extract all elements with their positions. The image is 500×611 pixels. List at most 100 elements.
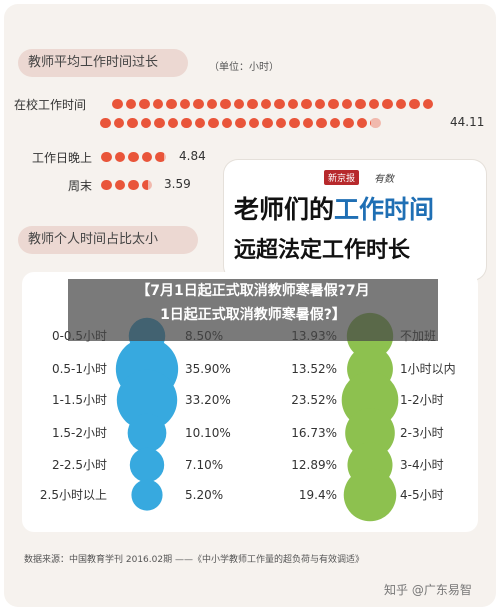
blue-value-label: 7.10%	[185, 458, 223, 472]
hour-dot	[181, 117, 192, 129]
hour-dot	[287, 98, 298, 110]
hour-dot	[221, 117, 232, 129]
source-note: 数据来源：中国教育学刊 2016.02期 ——《中小学教师工作量的超负荷与有效调…	[24, 555, 364, 565]
green-category-label: 3-4小时	[400, 458, 444, 472]
hour-dot	[112, 98, 123, 110]
blue-value-label: 5.20%	[185, 488, 223, 502]
news-brand-logo: 新京报	[324, 170, 360, 185]
blue-bubble	[116, 369, 178, 431]
hour-dot	[355, 98, 366, 110]
infographic: 教师平均工作时间过长 （单位：小时） 在校工作时间 44.11 工作日晚上 4.…	[4, 4, 496, 607]
hour-dot	[233, 98, 244, 110]
green-category-label: 4-5小时	[400, 488, 444, 502]
hour-dot	[125, 98, 136, 110]
hour-dot	[167, 117, 178, 129]
blue-bubble	[127, 413, 167, 453]
green-value-label: 12.89%	[291, 458, 337, 472]
green-category-label: 1小时以内	[400, 362, 456, 376]
headline-pre: 老师们的	[234, 195, 335, 224]
hour-dot	[114, 179, 125, 191]
hour-dot	[220, 98, 231, 110]
hour-dot	[329, 117, 340, 129]
hour-dot	[114, 151, 125, 163]
hour-dot	[356, 117, 367, 129]
hour-dot	[274, 98, 285, 110]
headline-card: 新京报 有数 老师们的工作时间 远超法定工作时长	[224, 160, 486, 280]
row-label-weekday-evening: 工作日晚上	[32, 151, 93, 165]
value-school-hours: 44.11	[450, 115, 485, 129]
hour-dot-partial	[155, 151, 166, 163]
hour-dot	[235, 117, 246, 129]
headline-line2: 远超法定工作时长	[234, 238, 411, 263]
dot-row-school-hours-1	[112, 98, 436, 110]
blue-value-label: 10.10%	[185, 426, 231, 440]
hour-dot	[248, 117, 259, 129]
hour-dot	[141, 151, 152, 163]
hour-dot	[208, 117, 219, 129]
hour-dot	[289, 117, 300, 129]
value-weekend: 3.59	[164, 177, 191, 191]
hour-dot	[302, 117, 313, 129]
value-weekday-evening: 4.84	[179, 149, 206, 163]
headline-line1: 老师们的工作时间	[234, 190, 434, 226]
hour-dot	[422, 98, 433, 110]
hour-dot	[193, 98, 204, 110]
headline-highlight: 工作时间	[334, 195, 435, 224]
hour-dot	[382, 98, 393, 110]
green-value-label: 16.73%	[291, 426, 337, 440]
green-value-label: 13.52%	[291, 362, 337, 376]
section-title-work-hours: 教师平均工作时间过长	[18, 49, 188, 77]
dot-row-school-hours-2	[100, 117, 384, 129]
row-label-school-hours: 在校工作时间	[14, 98, 87, 112]
blue-category-label: 2-2.5小时	[52, 458, 107, 472]
watermark-credit: 知乎 @广东易智	[384, 583, 472, 597]
hour-dot	[395, 98, 406, 110]
hour-dot	[260, 98, 271, 110]
green-bubble	[345, 408, 395, 458]
overlay-line2: 1日起正式取消教师寒暑假?】	[160, 307, 346, 323]
section-title-personal-time: 教师个人时间占比太小	[18, 226, 198, 254]
hour-dot	[262, 117, 273, 129]
blue-category-label: 0.5-1小时	[52, 362, 107, 376]
green-category-label: 1-2小时	[400, 393, 444, 407]
hour-dot	[113, 117, 124, 129]
hour-dot-partial	[370, 117, 381, 129]
row-label-weekend: 周末	[68, 179, 93, 193]
hour-dot	[152, 98, 163, 110]
title-overlay-banner: 【7月1日起正式取消教师寒暑假?7月 1日起正式取消教师寒暑假?】	[68, 279, 438, 341]
green-bubble	[343, 468, 397, 522]
hour-dot	[140, 117, 151, 129]
unit-label: （单位：小时）	[209, 62, 279, 73]
hour-dot	[343, 117, 354, 129]
news-brand-secondary: 有数	[374, 174, 394, 185]
hour-dot	[301, 98, 312, 110]
hour-dot	[194, 117, 205, 129]
green-category-label: 2-3小时	[400, 426, 444, 440]
hour-dot	[139, 98, 150, 110]
blue-value-label: 33.20%	[185, 393, 231, 407]
hour-dot	[275, 117, 286, 129]
blue-category-label: 1.5-2小时	[52, 426, 107, 440]
hour-dot	[409, 98, 420, 110]
hour-dot	[100, 117, 111, 129]
hour-dot	[127, 117, 138, 129]
green-value-label: 23.52%	[291, 393, 337, 407]
blue-bubble	[131, 479, 163, 511]
dot-row-weekday-evening	[101, 151, 169, 163]
hour-dot	[368, 98, 379, 110]
hour-dot	[128, 151, 139, 163]
hour-dot	[166, 98, 177, 110]
hour-dot	[179, 98, 190, 110]
hour-dot	[128, 179, 139, 191]
dot-row-weekend	[101, 179, 155, 191]
hour-dot	[314, 98, 325, 110]
hour-dot	[154, 117, 165, 129]
hour-dot	[247, 98, 258, 110]
hour-dot	[341, 98, 352, 110]
hour-dot	[101, 179, 112, 191]
hour-dot-partial	[141, 179, 152, 191]
blue-value-label: 35.90%	[185, 362, 231, 376]
hour-dot	[316, 117, 327, 129]
blue-bubble	[129, 447, 165, 483]
blue-category-label: 1-1.5小时	[52, 393, 107, 407]
